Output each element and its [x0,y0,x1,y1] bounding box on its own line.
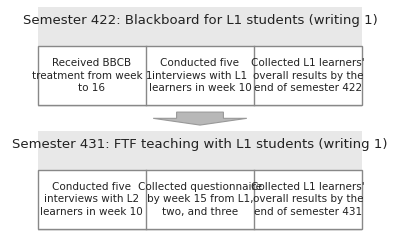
Text: Conducted five
interviews with L2
learners in week 10: Conducted five interviews with L2 learne… [40,182,143,217]
Bar [38,7,362,107]
Text: Collected L1 learners'
overall results by the
end of semester 422: Collected L1 learners' overall results b… [251,58,365,93]
Text: Collected questionnaire
by week 15 from L1,
two, and three: Collected questionnaire by week 15 from … [138,182,262,217]
Bar [38,131,362,231]
Text: Collected L1 learners'
overall results by the
end of semester 431: Collected L1 learners' overall results b… [251,182,365,217]
Text: Semester 431: FTF teaching with L1 students (writing 1): Semester 431: FTF teaching with L1 stude… [12,138,388,151]
Text: Conducted five
interviews with L1
learners in week 10: Conducted five interviews with L1 learne… [149,58,251,93]
Text: Semester 422: Blackboard for L1 students (writing 1): Semester 422: Blackboard for L1 students… [23,14,377,27]
Bar [38,170,362,229]
Polygon shape [153,112,247,125]
Text: Received BBCB
treatment from week 1
to 16: Received BBCB treatment from week 1 to 1… [32,58,152,93]
Bar [38,46,362,105]
